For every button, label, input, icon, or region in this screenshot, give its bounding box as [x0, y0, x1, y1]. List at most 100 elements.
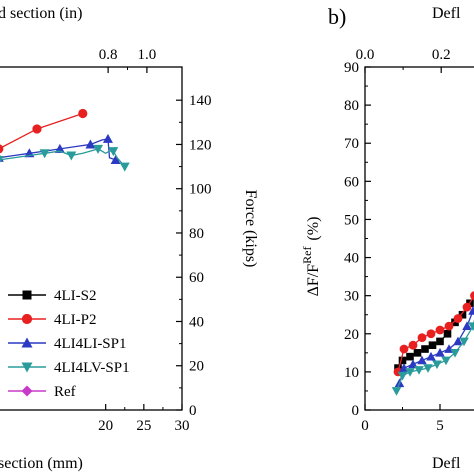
- panel-a-right-tick-label: 100: [189, 182, 212, 198]
- legend-label: 4LI-P2: [54, 312, 97, 328]
- panel-a-point-4LI4LI-SP1: [110, 154, 121, 164]
- panel-b-point-4LI-P2: [462, 302, 472, 312]
- panel-b-left-tick-label: 90: [344, 60, 359, 76]
- panel-b-left-tick-label: 40: [344, 251, 359, 267]
- legend-marker: [22, 290, 32, 300]
- legend-marker: [21, 313, 33, 325]
- panel-b-point-4LI-S2: [421, 345, 429, 353]
- panel-b-left-tick-label: 30: [344, 289, 359, 305]
- panel-a-right-tick-label: 120: [189, 137, 212, 153]
- panel-b-bottom-tick-label: 5: [436, 418, 444, 434]
- panel-b-point-4LI4LV-SP1: [391, 387, 402, 396]
- panel-b-point-4LI-P2: [399, 344, 409, 354]
- panel-b-top-tick-label: 0.2: [432, 47, 451, 63]
- panel-a-right-axis-label: Force (kips): [242, 190, 259, 268]
- panel-b-point-4LI-P2: [426, 329, 436, 339]
- panel-a-point-4LI4LI-SP1: [102, 133, 113, 143]
- legend-marker: [21, 337, 33, 348]
- panel-a-bottom-tick-label: 30: [175, 418, 190, 434]
- panel-b-point-4LI4LV-SP1: [450, 349, 460, 358]
- panel-b-point-4LI4LV-SP1: [414, 366, 424, 375]
- panel-b-point-4LI-P2: [417, 333, 427, 342]
- panel-b-point-4LI-S2: [413, 349, 422, 357]
- panel-b-point-4LI4LV-SP1: [432, 360, 442, 370]
- legend-label: 4LI-S2: [54, 288, 97, 304]
- panel-a-top-tick-label: 1.0: [138, 47, 157, 63]
- panel-b-chart: b) 0 10 20 30 40 50 60 70 80 90 0 5 0.0 0.2 Defl Defl ΔF/…: [300, 4, 474, 472]
- panel-b-point-4LI4LV-SP1: [459, 337, 469, 347]
- panel-a-top-axis-label: d section (in): [0, 5, 82, 22]
- panel-b-point-4LI-S2: [451, 318, 459, 327]
- legend-label: Ref: [54, 384, 76, 400]
- panel-b-point-4LI4LI-SP1: [426, 351, 436, 361]
- panel-b-point-4LI-P2: [408, 340, 418, 350]
- panel-a-right-tick-label: 20: [189, 359, 204, 375]
- panel-b-point-4LI4LI-SP1: [468, 306, 474, 315]
- panel-a-series-line-4LI4LV-SP1: [0, 148, 126, 168]
- panel-b-label: b): [328, 4, 346, 29]
- panel-b-point-4LI4LV-SP1: [468, 322, 474, 331]
- panel-b-point-4LI-S2: [458, 310, 467, 319]
- panel-a-point-4LI4LV-SP1: [39, 149, 50, 159]
- panel-b-left-tick-label: 80: [344, 98, 359, 114]
- panel-a-right-tick-label: 40: [189, 314, 204, 330]
- panel-b-point-4LI4LV-SP1: [423, 364, 433, 373]
- panel-a-point-4LI-P2: [32, 124, 42, 134]
- panel-b-left-tick-label: 20: [344, 327, 359, 343]
- panel-b-left-axis-label-sup: Ref: [300, 247, 314, 264]
- panel-a-point-4LI-P2: [0, 144, 4, 154]
- legend-marker: [21, 385, 33, 397]
- panel-b-point-4LI-P2: [435, 325, 445, 335]
- panel-b-series-group: [391, 291, 474, 396]
- panel-a-series-line-4LI4LI-SP1: [0, 138, 116, 161]
- panel-b-point-4LI-P2: [470, 291, 474, 301]
- panel-b-left-tick-label: 70: [344, 136, 359, 152]
- panel-b-point-4LI4LV-SP1: [397, 371, 408, 381]
- panel-b-point-4LI4LI-SP1: [435, 348, 445, 357]
- panel-b-frame: [364, 66, 474, 411]
- legend-label: 4LI4LV-SP1: [54, 360, 130, 376]
- panel-a-bottom-axis-label: section (mm): [0, 455, 83, 472]
- panel-a-point-4LI-P2: [78, 108, 88, 119]
- panel-b-left-axis-label-unit: (%): [305, 217, 322, 241]
- panel-a-bottom-tick-label: 20: [98, 418, 113, 434]
- panel-a-point-4LI4LV-SP1: [93, 144, 104, 154]
- panel-a-point-4LI4LV-SP1: [66, 151, 77, 161]
- panel-b-top-tick-label: 0.0: [356, 47, 375, 63]
- panel-a-bottom-tick-label: 25: [136, 418, 151, 434]
- panel-b-point-4LI4LI-SP1: [417, 355, 427, 365]
- panel-b-bottom-axis-label: Defl: [432, 455, 461, 472]
- panel-b-point-4LI-S2: [436, 337, 444, 346]
- panel-b-point-4LI-S2: [398, 356, 407, 365]
- panel-b-point-4LI4LV-SP1: [441, 356, 451, 366]
- panel-a-frame: [0, 66, 183, 411]
- panel-a-right-tick-label: 0: [189, 403, 197, 419]
- panel-a-point-4LI4LV-SP1: [108, 147, 119, 157]
- panel-a-point-4LI4LI-SP1: [85, 139, 96, 149]
- panel-b-point-4LI-S2: [443, 329, 452, 338]
- panel-b-point-4LI-P2: [444, 321, 454, 331]
- panel-a-right-tick-label: 140: [189, 93, 212, 109]
- legend-marker: [21, 362, 33, 373]
- panel-a-right-tick-label: 60: [189, 270, 204, 286]
- panel-a-top-tick-label: 0.8: [99, 47, 118, 63]
- panel-b-point-4LI4LI-SP1: [462, 321, 472, 330]
- panel-b-point-4LI4LV-SP1: [405, 368, 415, 377]
- panel-b-left-tick-label: 0: [352, 403, 360, 419]
- panel-a-point-4LI4LI-SP1: [54, 143, 65, 153]
- panel-a-point-4LI4LV-SP1: [0, 155, 4, 163]
- panel-b-left-axis-label-main: ΔF/F: [305, 264, 322, 297]
- panel-a-right-tick-label: 80: [189, 226, 204, 242]
- panel-b-bottom-tick-label: 0: [361, 418, 369, 434]
- panel-b-point-4LI-S2: [428, 341, 437, 350]
- panel-b-top-axis-label: Defl: [432, 5, 461, 22]
- panel-b-left-axis-label: ΔF/FRef (%): [300, 217, 322, 297]
- panel-a-chart: 20 25 30 0.8 1.0 0 20 40 60 80 100 120 140 d section …: [0, 5, 259, 472]
- panel-b-point-4LI4LI-SP1: [453, 336, 463, 346]
- legend-label: 4LI4LI-SP1: [54, 336, 127, 352]
- panel-b-left-tick-label: 60: [344, 174, 359, 190]
- panel-a-point-4LI4LV-SP1: [119, 162, 130, 172]
- panel-b-point-4LI-S2: [406, 352, 414, 361]
- panel-b-left-tick-label: 50: [344, 212, 359, 228]
